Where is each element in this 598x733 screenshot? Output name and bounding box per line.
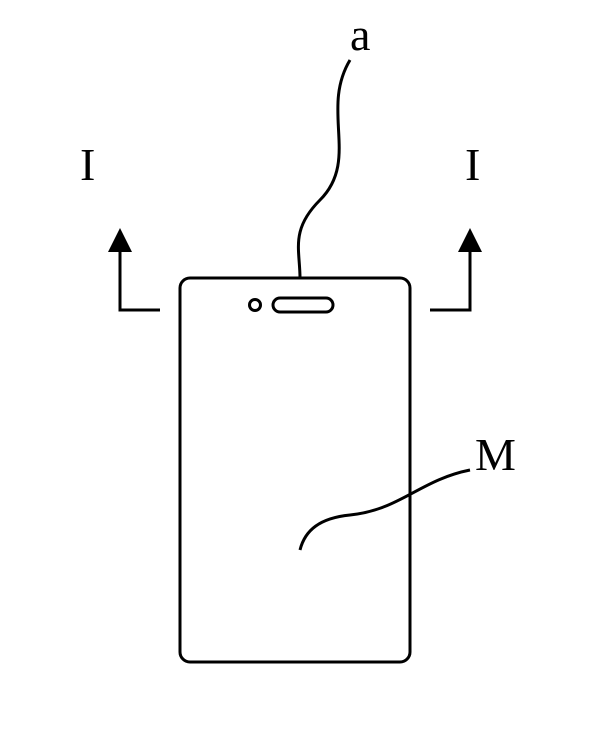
label-m: M bbox=[475, 429, 516, 480]
speaker-slot bbox=[273, 298, 333, 312]
section-arrow-right bbox=[430, 228, 482, 310]
label-i-left: I bbox=[80, 139, 95, 190]
section-arrow-left bbox=[108, 228, 160, 310]
label-i-right: I bbox=[465, 139, 480, 190]
lead-line-a bbox=[298, 60, 350, 278]
label-a: a bbox=[350, 9, 370, 60]
device-outline bbox=[180, 278, 410, 662]
lead-line-m bbox=[300, 470, 470, 550]
camera-dot bbox=[250, 300, 261, 311]
